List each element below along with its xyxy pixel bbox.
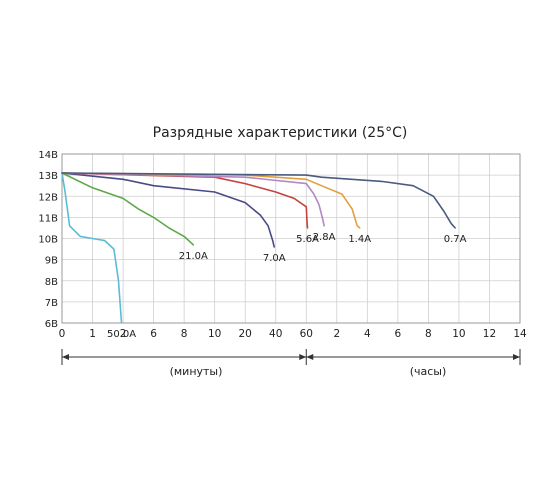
y-tick-label: 13В	[38, 171, 58, 182]
chart-title: Разрядные характеристики (25°C)	[153, 125, 408, 141]
curve-label-5.6A: 5.6A	[296, 234, 319, 245]
curve-label-1.4A: 1.4A	[348, 234, 371, 245]
hours-range-arrow-arrowhead-left	[306, 354, 314, 360]
plot-border	[61, 153, 521, 324]
series-line-5.6A	[61, 172, 309, 229]
series-line-2.8A	[61, 172, 325, 227]
series-line-21.0A	[61, 172, 195, 246]
curve-label-50.0A: 50.0A	[107, 329, 136, 340]
curve-label-0.7A: 0.7A	[444, 234, 467, 245]
y-tick-label: 10В	[38, 235, 58, 246]
curve-label-7.0A: 7.0A	[263, 253, 286, 264]
x-tick-label: 12	[483, 328, 496, 340]
x-axis-ticks: 0 1 2 6 8 10 20 40 60 2 4 6 8 10 12 14	[59, 328, 527, 340]
time-range-arrows	[61, 349, 521, 365]
y-tick-label: 6В	[45, 319, 58, 330]
x-tick-label: 60	[300, 328, 313, 340]
x-tick-label: 4	[364, 328, 371, 340]
x-tick-label: 2	[333, 328, 340, 340]
curve-labels: 50.0A 21.0A 7.0A 5.6A2.8A 1.4A 0.7A	[107, 232, 467, 340]
y-tick-label: 9В	[45, 256, 58, 267]
y-tick-label: 8В	[45, 277, 58, 288]
x-tick-label: 14	[513, 328, 527, 340]
x-tick-label: 10	[452, 328, 465, 340]
plot-frame	[61, 153, 521, 324]
x-tick-label: 40	[269, 328, 282, 340]
x-tick-label: 8	[425, 328, 432, 340]
x-tick-label: 10	[208, 328, 221, 340]
hours-range-arrow-arrowhead-right	[513, 354, 520, 360]
minutes-range-arrow-arrowhead-right	[299, 354, 307, 360]
minutes-range-arrow-arrowhead-left	[62, 354, 69, 360]
hours-range-label: (часы)	[410, 365, 447, 378]
y-tick-label: 11В	[38, 213, 58, 224]
x-tick-label: 0	[59, 328, 66, 340]
x-tick-label: 2	[120, 328, 127, 340]
y-tick-label: 12В	[38, 192, 58, 203]
x-tick-label: 1	[89, 328, 96, 340]
curve-label-2.8A: 2.8A	[313, 232, 336, 243]
curve-label-21.0A: 21.0A	[179, 251, 208, 262]
series-line-50.0A	[61, 172, 123, 324]
x-tick-label: 6	[150, 328, 157, 340]
x-tick-label: 20	[239, 328, 252, 340]
x-tick-label: 8	[181, 328, 188, 340]
minutes-range-label: (минуты)	[170, 365, 223, 378]
y-tick-label: 7В	[45, 298, 58, 309]
y-axis-ticks: 6В 7В 8В 9В 10В 11В 12В 13В 14В	[38, 150, 58, 330]
y-tick-label: 14В	[38, 150, 58, 161]
series-lines	[61, 172, 456, 324]
grid	[62, 154, 520, 323]
series-line-1.4A	[61, 172, 361, 229]
series-line-0.7A	[61, 172, 456, 229]
series-line-7.0A	[61, 172, 276, 248]
x-tick-label: 6	[395, 328, 402, 340]
